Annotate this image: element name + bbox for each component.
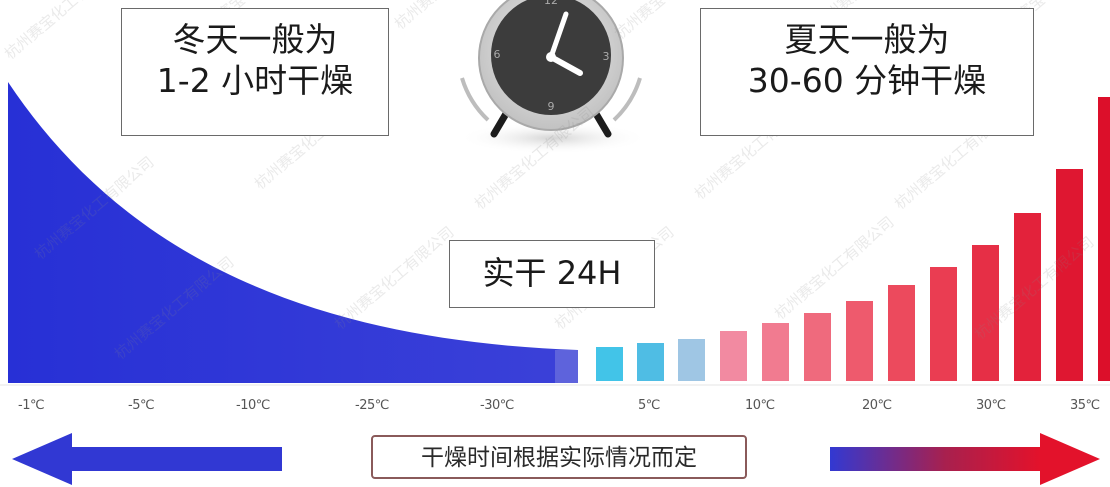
temperature-label: 30℃ <box>976 398 1006 413</box>
temperature-label: 10℃ <box>745 398 775 413</box>
temperature-bar <box>804 313 831 381</box>
summer-line-1: 夏天一般为 <box>784 20 950 59</box>
summer-line-2: 30-60 分钟干燥 <box>747 61 987 101</box>
temperature-label: -1℃ <box>18 398 45 413</box>
temperature-bar <box>720 331 747 381</box>
temperature-label: 35℃ <box>1070 398 1100 413</box>
watermark-text: 杭州赛宝化工有限公司 <box>1 0 127 63</box>
winter-line-1: 冬天一般为 <box>172 20 338 59</box>
temperature-bar <box>1056 169 1083 381</box>
temperature-label: 5℃ <box>638 398 660 413</box>
temperature-bar <box>596 347 623 381</box>
temperature-bar <box>678 339 705 381</box>
temperature-bar <box>1014 213 1041 381</box>
alarm-clock-icon: 12 3 6 9 <box>460 0 642 138</box>
temperature-bar <box>888 285 915 381</box>
temperature-bar <box>762 323 789 381</box>
temperature-bar <box>930 267 957 381</box>
winter-drying-box: 冬天一般为 1-2 小时干燥 <box>121 8 389 136</box>
clock-shadow <box>458 122 648 154</box>
temperature-bar <box>846 301 873 381</box>
temperature-bar <box>637 343 664 381</box>
full-dry-label: 实干 24H <box>449 240 655 308</box>
cold-curve-tail <box>555 350 578 383</box>
footer-note: 干燥时间根据实际情况而定 <box>371 435 747 479</box>
temperature-bars <box>596 97 1110 381</box>
watermark-text: 杭州赛宝化工有限公司 <box>331 223 457 333</box>
left-arrow-icon <box>12 433 282 485</box>
temperature-bar <box>1098 97 1110 381</box>
winter-line-2: 1-2 小时干燥 <box>156 61 354 101</box>
temperature-label: 20℃ <box>862 398 892 413</box>
summer-drying-box: 夏天一般为 30-60 分钟干燥 <box>700 8 1034 136</box>
temperature-label: -5℃ <box>128 398 155 413</box>
right-arrow-icon <box>830 433 1100 485</box>
clock-number-3: 3 <box>603 50 610 63</box>
temperature-label: -10℃ <box>236 398 270 413</box>
clock-number-9: 9 <box>548 100 555 113</box>
watermark-text: 杭州赛宝化工有限公司 <box>771 213 897 323</box>
cold-curve-area <box>8 82 578 383</box>
temperature-bar <box>972 245 999 381</box>
clock-number-6: 6 <box>494 48 501 61</box>
temperature-label: -30℃ <box>480 398 514 413</box>
clock-number-12: 12 <box>544 0 558 7</box>
temperature-label: -25℃ <box>355 398 389 413</box>
